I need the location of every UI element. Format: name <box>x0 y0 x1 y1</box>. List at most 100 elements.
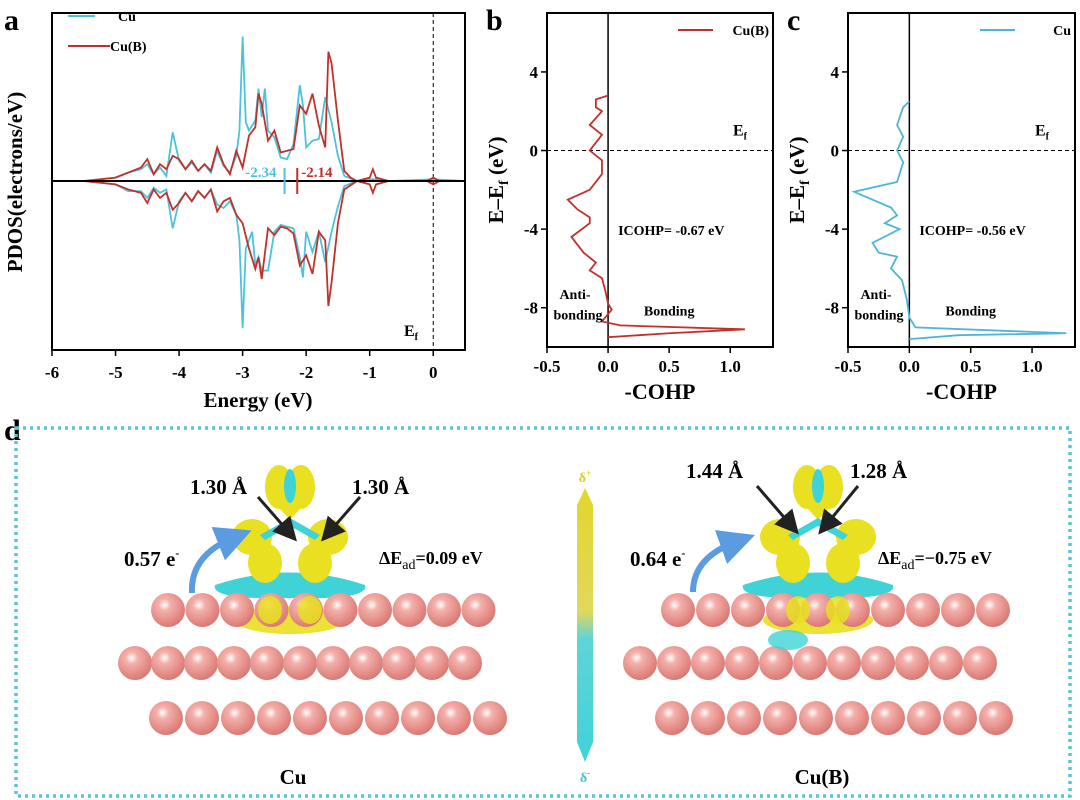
slab-model <box>118 465 507 735</box>
cu-atom <box>895 646 929 680</box>
cu-atom <box>727 701 761 735</box>
cu-atom <box>871 593 905 627</box>
cu-atom <box>461 593 496 627</box>
bond-arrow <box>321 496 362 542</box>
charge-transfer-left: 0.57 e- <box>124 546 179 571</box>
cu-atom <box>827 646 861 680</box>
cu-atom <box>943 701 977 735</box>
d-band-center-label: -2.34 <box>245 165 277 181</box>
isosurface-positive <box>786 596 810 624</box>
x-tick-label: 0.5 <box>659 357 680 376</box>
cu-atom <box>329 701 363 735</box>
y-tick-label: -8 <box>825 299 839 318</box>
x-tick-label-a: 0 <box>429 363 438 382</box>
pdos-line-cu-down <box>52 180 465 329</box>
x-tick-label-a: -4 <box>172 363 187 382</box>
x-tick-label: 1.0 <box>720 357 741 376</box>
panel-label-a: a <box>4 4 19 37</box>
x-axis-label: -COHP <box>926 379 997 404</box>
x-axis-label: -COHP <box>625 379 696 404</box>
isosurface-positive <box>826 596 850 624</box>
x-tick-label: -0.5 <box>835 357 862 376</box>
d-band-center-label: -2.14 <box>301 165 333 181</box>
x-tick-label-a: -1 <box>363 363 377 382</box>
x-tick-label: -0.5 <box>534 357 561 376</box>
cu-atom <box>401 701 435 735</box>
caption-right: Cu(B) <box>795 765 850 789</box>
charge-transfer-right: 0.64 e- <box>630 546 685 571</box>
bond-length-right-2: 1.28 Å <box>850 459 908 483</box>
x-axis-label-a: Energy (eV) <box>203 388 312 412</box>
isosurface-positive <box>800 500 836 520</box>
cu-atom <box>871 701 905 735</box>
cu-atom <box>759 646 793 680</box>
cu-atom <box>979 701 1013 735</box>
slab-model <box>623 465 1013 735</box>
cu-atom <box>657 646 691 680</box>
cu-atom <box>118 646 152 680</box>
colorbar-top-label: δ+ <box>579 468 591 486</box>
cu-atom <box>365 701 399 735</box>
pdos-line-cu-up <box>52 36 466 182</box>
charge-transfer-arrow <box>690 530 755 593</box>
cu-atom <box>382 646 416 680</box>
x-tick-label-a: -5 <box>108 363 122 382</box>
cohp-line <box>851 100 1067 341</box>
bond-length-left-2: 1.30 Å <box>352 475 410 499</box>
cu-atom <box>907 701 941 735</box>
pdos-line-cub-up <box>52 51 465 182</box>
antibonding-label: bonding <box>854 309 903 324</box>
charge-transfer-arrow <box>188 526 252 594</box>
cu-atom <box>392 593 427 627</box>
cu-atom <box>217 646 251 680</box>
y-axis-label: E–Ef (eV) <box>484 137 512 224</box>
cu-atom <box>250 646 284 680</box>
cu-atom <box>293 701 327 735</box>
isosurface-negative <box>768 630 808 650</box>
y-tick-label: -4 <box>825 220 840 239</box>
legend-label: Cu <box>1053 24 1071 39</box>
cu-atom <box>415 646 449 680</box>
cu-atom <box>725 646 759 680</box>
panel-label-d: d <box>4 414 21 447</box>
cu-atom <box>691 701 725 735</box>
cu-atom <box>184 646 218 680</box>
cu-atom <box>963 646 997 680</box>
cu-atom <box>283 646 317 680</box>
legend-label: Cu(B) <box>732 24 769 39</box>
cu-atom <box>696 593 730 627</box>
cu-atom <box>731 593 765 627</box>
cohp-chart-cu: -0.5 0.0 0.5 1.0 4 0 -4 -8 -COHP E–Ef (eV) Cu Ef ICO… <box>785 12 1076 404</box>
x-tick-label-a: -2 <box>299 363 313 382</box>
y-tick-label: -4 <box>524 220 539 239</box>
fermi-label-a: Ef <box>404 323 419 343</box>
legend-label-cub: Cu(B) <box>110 40 147 55</box>
fermi-label: Ef <box>1035 123 1050 143</box>
cu-atom <box>763 701 797 735</box>
bond-arrow <box>755 485 799 535</box>
cu-atom <box>976 593 1010 627</box>
adsorption-energy-left: ΔEad=0.09 eV <box>379 548 483 573</box>
legend-label-cu: Cu <box>118 10 136 25</box>
panel-label-c: c <box>787 4 800 37</box>
x-tick-label: 1.0 <box>1021 357 1042 376</box>
colorbar-bottom-label: δ- <box>580 768 590 786</box>
cu-atom <box>427 593 461 627</box>
antibonding-label: bonding <box>553 309 602 324</box>
plot-frame <box>546 12 774 348</box>
y-axis-label: E–Ef (eV) <box>785 137 813 224</box>
cu-atom <box>941 593 975 627</box>
isosurface-negative <box>812 469 824 503</box>
cu-atom <box>221 701 255 735</box>
cu-atom <box>835 701 869 735</box>
cu-atom <box>185 593 220 627</box>
adsorption-energy-right: ΔEad=−0.75 eV <box>878 548 992 573</box>
x-tick-label-a: -6 <box>45 363 59 382</box>
cohp-chart-cub: -0.5 0.0 0.5 1.0 4 0 -4 -8 -COHP E–Ef (eV) Cu(B) Ef… <box>484 12 774 404</box>
cu-atom <box>655 701 689 735</box>
cu-atom <box>929 646 963 680</box>
colorbar-gradient <box>577 488 593 762</box>
cu-atom <box>437 701 471 735</box>
x-tick-label: 0.0 <box>899 357 920 376</box>
y-axis-label-a: PDOS(electrons/eV) <box>3 92 27 272</box>
